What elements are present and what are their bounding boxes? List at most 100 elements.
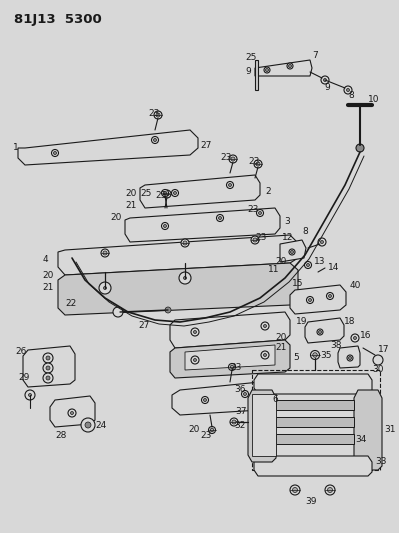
- Text: 9: 9: [245, 68, 251, 77]
- Circle shape: [184, 277, 186, 279]
- Text: 23: 23: [255, 233, 267, 243]
- Circle shape: [265, 69, 269, 71]
- Circle shape: [46, 366, 50, 370]
- Text: 34: 34: [355, 435, 366, 445]
- Circle shape: [71, 411, 73, 415]
- Text: 32: 32: [234, 421, 245, 430]
- Text: 1: 1: [13, 143, 19, 152]
- Text: 20: 20: [42, 271, 53, 279]
- Text: 35: 35: [320, 351, 332, 359]
- Text: 6: 6: [272, 395, 278, 405]
- Text: 37: 37: [235, 408, 247, 416]
- Circle shape: [348, 357, 352, 359]
- Text: 5: 5: [293, 353, 299, 362]
- Circle shape: [256, 162, 260, 166]
- Text: 22: 22: [65, 300, 76, 309]
- Circle shape: [306, 296, 314, 303]
- Circle shape: [241, 391, 249, 398]
- Polygon shape: [125, 208, 280, 242]
- Text: 9: 9: [324, 83, 330, 92]
- Polygon shape: [185, 345, 275, 370]
- Circle shape: [163, 190, 171, 198]
- Text: 21: 21: [42, 282, 53, 292]
- Circle shape: [325, 485, 335, 495]
- Circle shape: [53, 151, 57, 155]
- Polygon shape: [172, 382, 268, 415]
- Circle shape: [243, 392, 247, 395]
- Circle shape: [152, 136, 158, 143]
- Polygon shape: [255, 60, 312, 76]
- Text: 20: 20: [188, 425, 200, 434]
- Text: 4: 4: [43, 255, 49, 264]
- Circle shape: [162, 190, 168, 197]
- Circle shape: [103, 287, 107, 289]
- Polygon shape: [276, 434, 354, 444]
- Circle shape: [194, 330, 196, 334]
- Circle shape: [43, 363, 53, 373]
- Text: 23: 23: [148, 109, 159, 117]
- Circle shape: [318, 238, 326, 246]
- Circle shape: [261, 351, 269, 359]
- Circle shape: [263, 353, 267, 357]
- Text: 8: 8: [348, 92, 354, 101]
- Text: 33: 33: [375, 457, 387, 466]
- Circle shape: [229, 183, 231, 187]
- Text: 25: 25: [245, 53, 257, 62]
- Circle shape: [165, 307, 171, 313]
- Circle shape: [264, 67, 270, 73]
- Circle shape: [310, 351, 320, 359]
- Circle shape: [154, 111, 162, 119]
- Text: 30: 30: [372, 366, 383, 375]
- Polygon shape: [305, 318, 344, 343]
- Circle shape: [326, 293, 334, 300]
- Polygon shape: [23, 346, 75, 387]
- Circle shape: [263, 325, 267, 327]
- Polygon shape: [50, 396, 95, 427]
- Text: 11: 11: [268, 265, 280, 274]
- Polygon shape: [338, 346, 360, 368]
- Polygon shape: [290, 285, 346, 314]
- Text: 7: 7: [312, 51, 318, 60]
- Text: 15: 15: [292, 279, 304, 287]
- Polygon shape: [252, 394, 276, 456]
- Polygon shape: [354, 390, 382, 470]
- Circle shape: [261, 322, 269, 330]
- Circle shape: [156, 113, 160, 117]
- Circle shape: [201, 397, 209, 403]
- Text: 29: 29: [18, 374, 30, 383]
- Text: 26: 26: [15, 348, 26, 357]
- Polygon shape: [58, 235, 298, 275]
- Circle shape: [174, 191, 176, 195]
- Circle shape: [209, 426, 215, 433]
- Circle shape: [317, 329, 323, 335]
- Text: 20: 20: [275, 334, 286, 343]
- Circle shape: [251, 236, 259, 244]
- Text: 19: 19: [296, 318, 308, 327]
- Text: 20: 20: [275, 257, 286, 266]
- Circle shape: [254, 160, 262, 168]
- Circle shape: [344, 86, 352, 94]
- Text: 39: 39: [305, 497, 316, 506]
- Circle shape: [227, 182, 233, 189]
- Circle shape: [230, 365, 234, 369]
- Circle shape: [181, 239, 189, 247]
- Circle shape: [351, 334, 359, 342]
- Circle shape: [354, 336, 356, 340]
- Circle shape: [306, 263, 310, 266]
- Polygon shape: [254, 456, 372, 476]
- Circle shape: [183, 241, 187, 245]
- Text: 81J13  5300: 81J13 5300: [14, 13, 102, 27]
- Text: 36: 36: [234, 385, 245, 394]
- Circle shape: [232, 420, 236, 424]
- Circle shape: [51, 149, 59, 157]
- Circle shape: [219, 216, 221, 220]
- Polygon shape: [170, 312, 290, 348]
- Polygon shape: [58, 263, 298, 315]
- Text: 16: 16: [360, 330, 371, 340]
- Circle shape: [179, 272, 191, 284]
- Text: 38: 38: [330, 342, 342, 351]
- Text: 13: 13: [314, 257, 326, 266]
- Polygon shape: [276, 400, 354, 410]
- Text: 8: 8: [302, 228, 308, 237]
- Text: 21: 21: [125, 200, 136, 209]
